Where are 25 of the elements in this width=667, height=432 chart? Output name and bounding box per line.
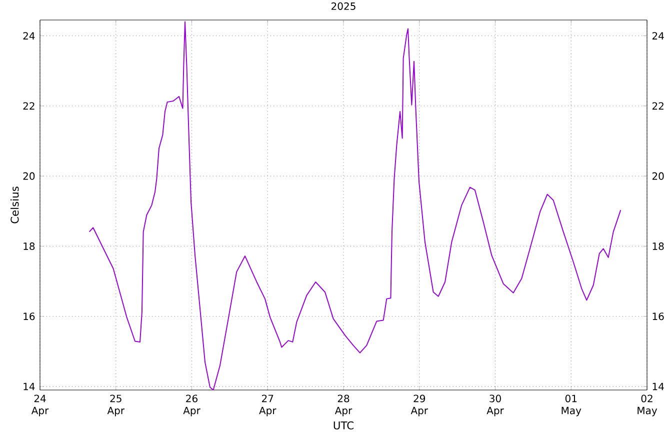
- x-tick-label: 25 Apr: [107, 394, 125, 416]
- y-tick-label: 24: [23, 32, 35, 40]
- y-tick-label: 18: [24, 242, 35, 250]
- x-tick-label: 26 Apr: [183, 394, 200, 416]
- x-tick-label: 28 Apr: [334, 394, 352, 416]
- y-tick-label: 16: [24, 312, 35, 320]
- y-tick-label: 14: [24, 382, 35, 390]
- x-tick-label: 27 Apr: [259, 394, 276, 416]
- y-tick-label: 22: [23, 102, 34, 110]
- x-axis-title: UTC: [334, 421, 354, 430]
- y2-tick-label: 14: [652, 382, 664, 390]
- x-tick-label: 01 May: [562, 394, 582, 416]
- x-tick-label: 29 Apr: [410, 394, 428, 416]
- y-axis-title: Celsius: [10, 186, 19, 224]
- x-tick-label: 24 Apr: [31, 394, 49, 416]
- y-tick-label: 20: [23, 172, 35, 180]
- y2-tick-label: 22: [652, 102, 664, 110]
- y2-tick-label: 16: [652, 312, 664, 320]
- y2-tick-label: 18: [652, 242, 664, 250]
- line-series: [88, 21, 622, 390]
- x-tick-label: 02 May: [638, 394, 658, 416]
- chart-title: 2025: [332, 2, 356, 10]
- x-tick-label: 30 Apr: [486, 394, 504, 416]
- y2-tick-label: 20: [652, 172, 664, 180]
- y2-tick-label: 24: [652, 32, 664, 40]
